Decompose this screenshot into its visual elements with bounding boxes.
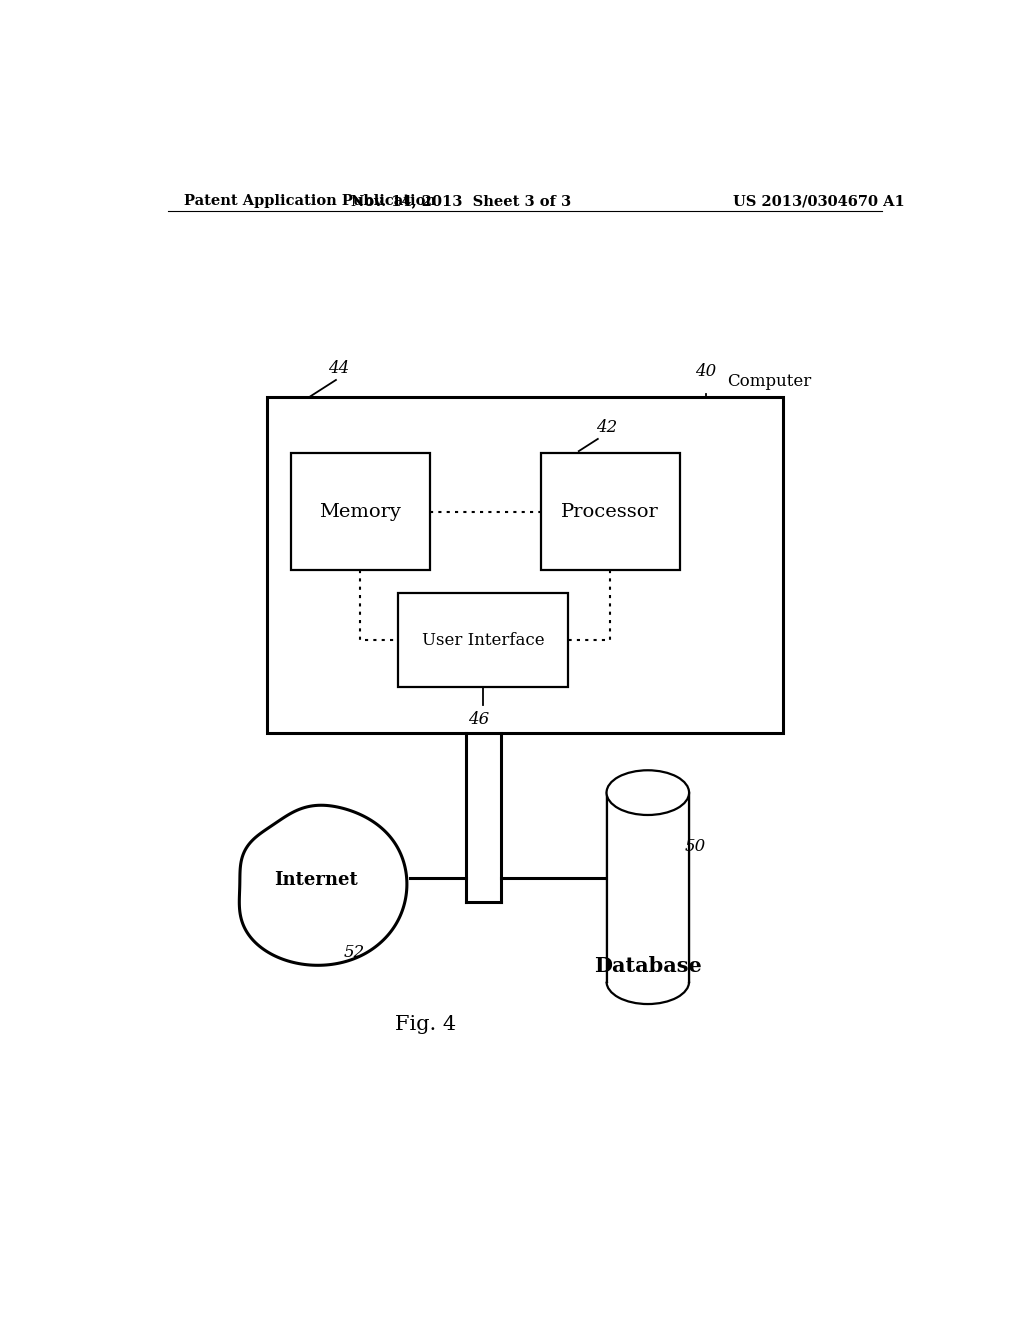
FancyBboxPatch shape [606,792,689,982]
Text: US 2013/0304670 A1: US 2013/0304670 A1 [732,194,904,209]
Ellipse shape [606,771,689,814]
FancyBboxPatch shape [397,594,568,686]
Text: Nov. 14, 2013  Sheet 3 of 3: Nov. 14, 2013 Sheet 3 of 3 [351,194,571,209]
Text: Database: Database [594,957,701,977]
Text: Patent Application Publication: Patent Application Publication [183,194,435,209]
Text: Processor: Processor [561,503,659,520]
Text: 42: 42 [596,418,617,436]
Text: 50: 50 [685,838,707,855]
Text: Fig. 4: Fig. 4 [395,1015,456,1034]
FancyBboxPatch shape [541,453,680,570]
Text: Internet: Internet [274,871,358,890]
Text: 52: 52 [344,944,366,961]
Text: 46: 46 [468,711,488,729]
Polygon shape [240,805,407,965]
Text: 44: 44 [328,360,349,378]
Text: Memory: Memory [319,503,401,520]
FancyBboxPatch shape [267,397,782,733]
Text: 40: 40 [695,363,717,380]
FancyBboxPatch shape [291,453,430,570]
Text: Computer: Computer [727,374,811,391]
Text: User Interface: User Interface [422,632,545,648]
